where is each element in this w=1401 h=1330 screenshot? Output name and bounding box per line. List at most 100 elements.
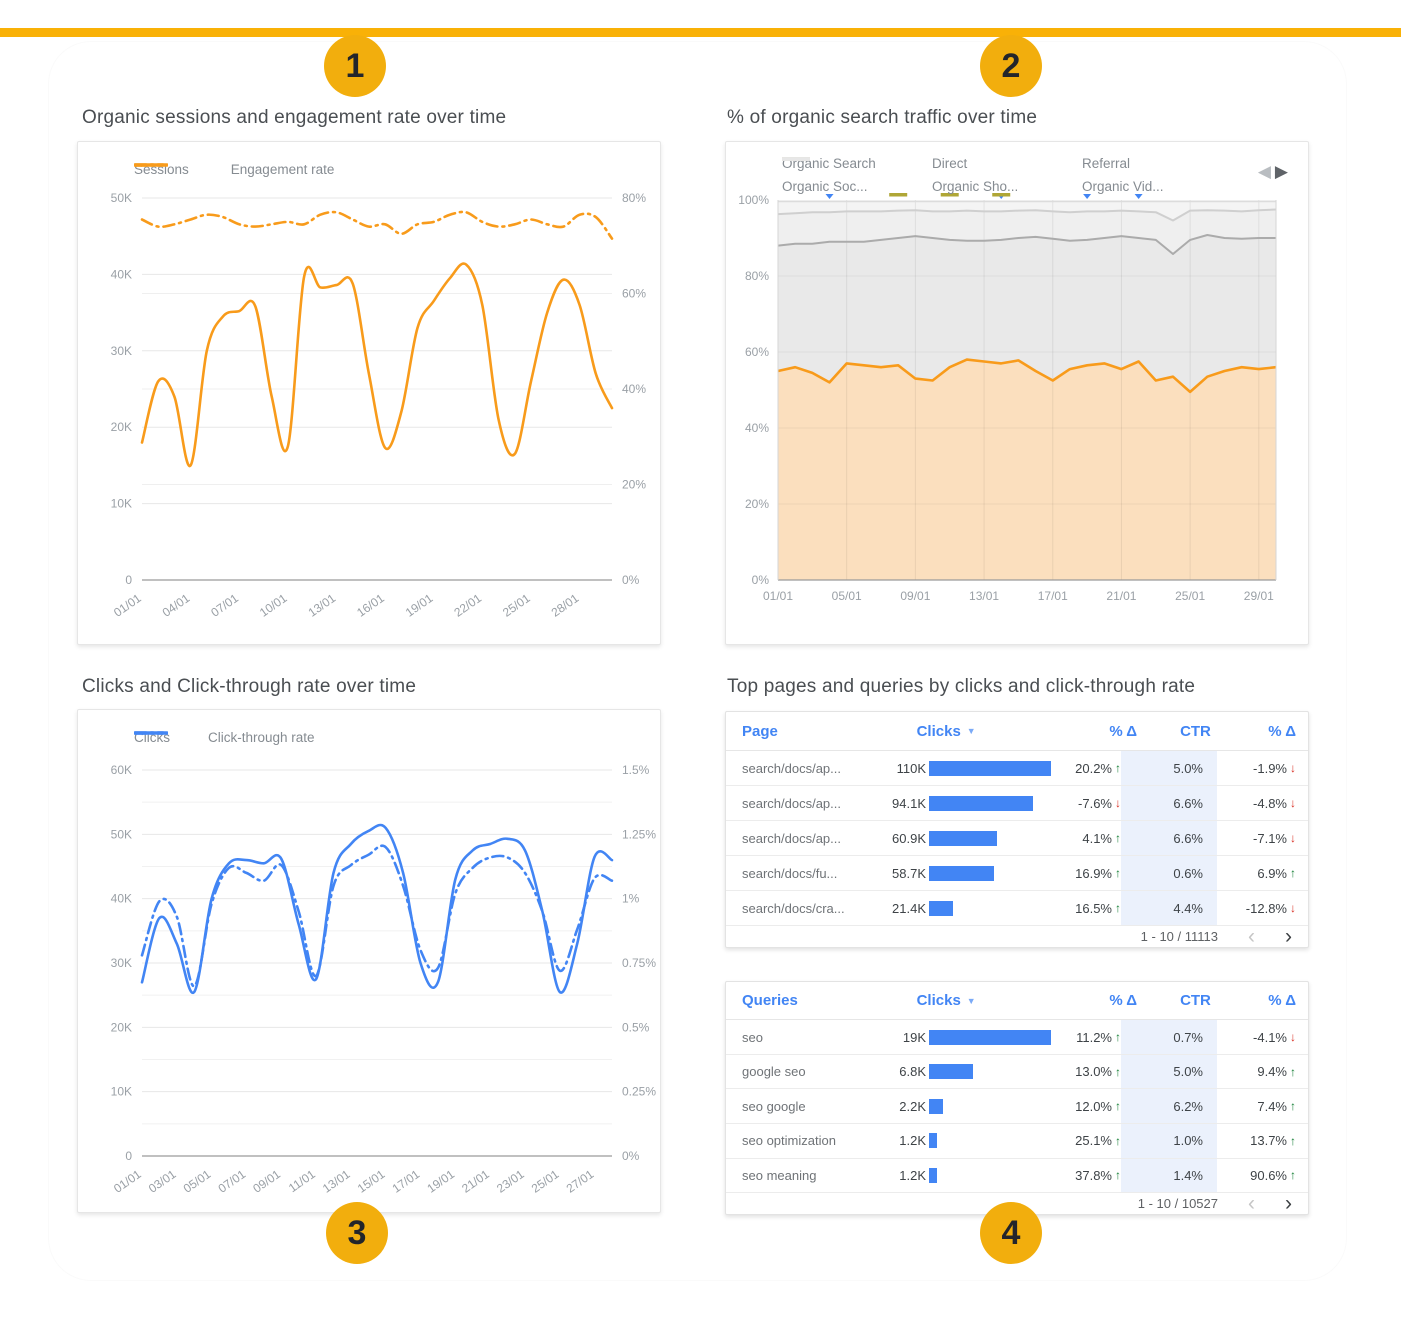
callout-3: 3: [326, 1202, 388, 1264]
query-col-header-2[interactable]: Clicks ▼: [916, 992, 976, 1010]
legend-next-icon[interactable]: ▶: [1274, 162, 1288, 181]
query-ctr-delta: 7.4% ↑: [1217, 1089, 1308, 1123]
svg-text:40K: 40K: [111, 892, 132, 906]
delta-value: -7.1%: [1253, 830, 1287, 846]
trend-up-icon: ↑: [1115, 1064, 1121, 1079]
svg-text:05/01: 05/01: [832, 589, 862, 603]
svg-text:20%: 20%: [622, 478, 646, 492]
clicks-bar-track: [929, 795, 1051, 811]
query-col-header-3[interactable]: % Δ: [1109, 992, 1138, 1010]
query-col-header-5[interactable]: % Δ: [1268, 992, 1296, 1010]
pager-next-icon[interactable]: ›: [1285, 925, 1292, 948]
page-col-header-3[interactable]: % Δ: [1109, 722, 1138, 740]
legend-item-direct: Direct: [782, 156, 1082, 171]
query-row: seo meaning 1.2K 37.8% ↑ 1.4% 90.6% ↑: [726, 1158, 1308, 1194]
query-header-row: Queries Clicks ▼ % Δ CTR % Δ: [726, 982, 1308, 1021]
query-clicks-cell: 6.8K: [876, 1055, 1051, 1089]
svg-text:22/01: 22/01: [451, 591, 484, 620]
query-name: seo meaning: [742, 1167, 817, 1183]
page-row: search/docs/ap... 110K 20.2% ↑ 5.0% -1.9% ↓: [726, 751, 1308, 786]
clicks-value: 58.7K: [892, 865, 926, 881]
clicks-bar: [929, 1029, 1051, 1045]
svg-text:11/01: 11/01: [286, 1167, 318, 1195]
legend-item-organic-video: Organic Vid...: [782, 157, 1232, 194]
trend-down-icon: ↓: [1290, 796, 1296, 810]
page-clicks-delta: -7.6% ↓: [1051, 786, 1121, 820]
legend-label: Direct: [932, 156, 968, 171]
clicks-bar: [929, 1098, 943, 1114]
svg-text:0%: 0%: [752, 573, 770, 587]
delta-value: -1.9%: [1253, 760, 1287, 776]
sort-desc-icon: ▼: [966, 726, 976, 736]
svg-text:10K: 10K: [111, 497, 132, 511]
svg-text:60%: 60%: [745, 345, 769, 359]
pager-prev-icon[interactable]: ‹: [1248, 1192, 1255, 1216]
delta-value: 16.9%: [1075, 865, 1112, 881]
svg-text:07/01: 07/01: [208, 591, 241, 620]
delta-value: 6.9%: [1257, 865, 1287, 881]
query-col-header-1[interactable]: Queries: [742, 992, 798, 1010]
query-row: seo google 2.2K 12.0% ↑ 6.2% 7.4% ↑: [726, 1089, 1308, 1124]
page-col-header-1[interactable]: Page: [742, 722, 778, 740]
page-name: search/docs/ap...: [742, 830, 841, 846]
svg-text:0.5%: 0.5%: [622, 1020, 650, 1034]
svg-text:03/01: 03/01: [146, 1167, 179, 1196]
svg-text:0: 0: [125, 573, 132, 587]
delta-value: -4.1%: [1253, 1029, 1287, 1045]
svg-text:21/01: 21/01: [1106, 589, 1136, 603]
query-clicks-delta: 11.2% ↑: [1051, 1020, 1121, 1054]
clicks-bar-track: [929, 1167, 1051, 1183]
trend-up-icon: ↑: [1115, 1030, 1121, 1045]
clicks-bar: [929, 865, 994, 881]
legend-item-referral: Referral: [782, 156, 1232, 171]
traffic-chart-legend: Organic Search Direct Referral Organic S…: [782, 156, 1252, 194]
trend-up-icon: ↑: [1115, 866, 1121, 880]
query-clicks-delta: 37.8% ↑: [1051, 1159, 1121, 1193]
page-ctr: 4.4%: [1121, 891, 1217, 925]
legend-prev-icon[interactable]: ◀: [1257, 162, 1271, 181]
clicks-chart-plot: 0 10K 20K 30K 40K 50K 60K 0% 0.25% 0.5% 0.75% 1% 1.2…: [111, 763, 657, 1196]
query-name: google seo: [742, 1064, 806, 1080]
svg-text:29/01: 29/01: [1244, 589, 1274, 603]
clicks-bar-track: [929, 830, 1051, 846]
svg-text:05/01: 05/01: [181, 1167, 214, 1196]
query-name: seo: [742, 1029, 763, 1045]
legend-label: Organic Vid...: [1082, 179, 1164, 194]
clicks-value: 19K: [902, 1029, 926, 1045]
svg-text:15/01: 15/01: [355, 1167, 388, 1196]
page-col-header-5[interactable]: % Δ: [1268, 722, 1296, 740]
query-ctr: 1.0%: [1121, 1124, 1217, 1158]
clicks-value: 2.2K: [899, 1098, 926, 1114]
page-ctr: 6.6%: [1121, 786, 1217, 820]
page-name: search/docs/fu...: [742, 865, 838, 881]
svg-text:0: 0: [125, 1149, 132, 1163]
query-col-header-4[interactable]: CTR: [1180, 992, 1211, 1010]
pager-range-label: 1 - 10 / 10527: [1137, 1196, 1218, 1212]
clicks-value: 60.9K: [892, 830, 926, 846]
page-row: search/docs/fu... 58.7K 16.9% ↑ 0.6% 6.9% ↑: [726, 856, 1308, 891]
organic-video-swatch-icon: [782, 157, 810, 161]
page-name: search/docs/ap...: [742, 795, 841, 811]
pager-next-icon[interactable]: ›: [1285, 1192, 1292, 1216]
clicks-bar: [929, 900, 953, 916]
svg-text:27/01: 27/01: [564, 1167, 597, 1196]
query-clicks-cell: 2.2K: [876, 1089, 1051, 1123]
svg-text:10K: 10K: [111, 1085, 132, 1099]
page-clicks-cell: 94.1K: [876, 786, 1051, 820]
trend-up-icon: ↑: [1290, 1099, 1296, 1114]
pager-prev-icon[interactable]: ‹: [1248, 925, 1255, 948]
delta-value: -7.6%: [1078, 795, 1112, 811]
callout-2: 2: [980, 35, 1042, 97]
svg-text:13/01: 13/01: [969, 589, 999, 603]
trend-up-icon: ↑: [1115, 901, 1121, 915]
page-col-header-4[interactable]: CTR: [1180, 722, 1211, 740]
trend-down-icon: ↓: [1290, 901, 1296, 915]
callout-1: 1: [324, 35, 386, 97]
page-col-header-2[interactable]: Clicks ▼: [916, 722, 976, 740]
clicks-chart-title: Clicks and Click-through rate over time: [82, 676, 417, 697]
query-row: google seo 6.8K 13.0% ↑ 5.0% 9.4% ↑: [726, 1054, 1308, 1090]
tables-section-title: Top pages and queries by clicks and clic…: [727, 676, 1196, 697]
svg-text:1.5%: 1.5%: [622, 763, 650, 777]
svg-text:40%: 40%: [622, 382, 646, 396]
